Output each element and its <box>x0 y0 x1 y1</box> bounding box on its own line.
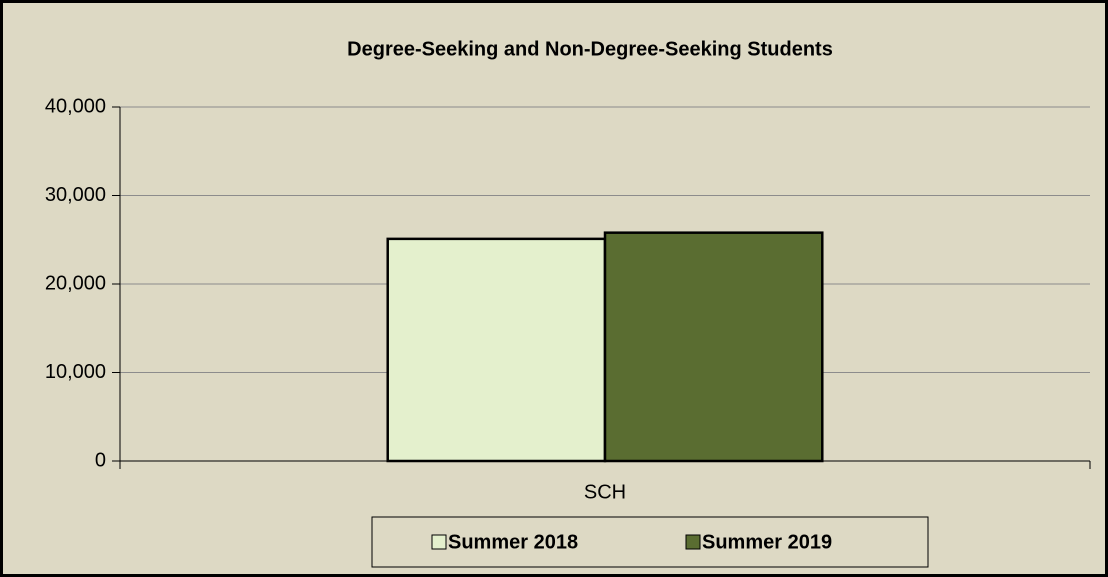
y-tick-label: 0 <box>95 449 106 471</box>
y-tick-label: 30,000 <box>45 184 106 206</box>
legend-swatch <box>685 534 701 550</box>
y-tick-label: 40,000 <box>45 95 106 117</box>
y-tick-label: 10,000 <box>45 361 106 383</box>
legend-label: Summer 2019 <box>702 531 832 553</box>
legend-swatch <box>431 534 447 550</box>
bar <box>603 231 824 463</box>
legend-label: Summer 2018 <box>448 531 578 553</box>
x-tick-label: SCH <box>584 481 626 503</box>
legend-box <box>371 516 929 568</box>
bar <box>386 237 607 463</box>
y-tick-label: 20,000 <box>45 272 106 294</box>
chart-title: Degree-Seeking and Non-Degree-Seeking St… <box>347 38 833 60</box>
